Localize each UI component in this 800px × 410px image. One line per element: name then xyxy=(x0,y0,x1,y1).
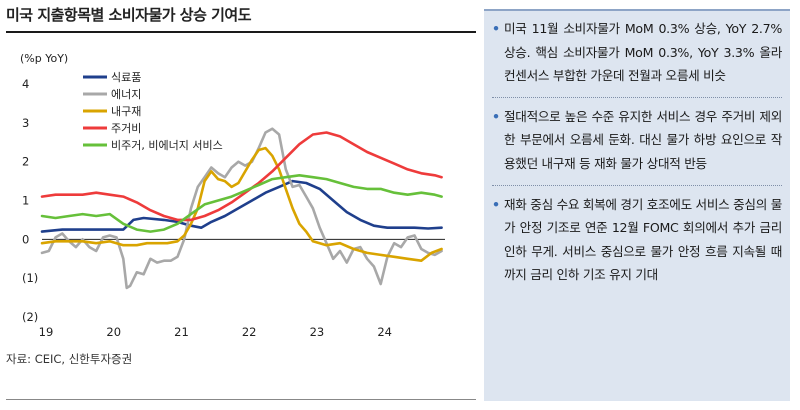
y-tick-label: 3 xyxy=(22,116,29,130)
y-tick-label: (1) xyxy=(22,271,38,285)
title-divider xyxy=(6,31,476,33)
commentary-bullet: • 재화 중심 수요 회복에 경기 호조에도 서비스 중심의 물가 안정 기조로… xyxy=(492,193,782,287)
legend-label: 주거비 xyxy=(111,122,141,135)
series-line xyxy=(40,146,443,262)
y-axis-ticks: 4 3 2 1 0 (1) (2) xyxy=(22,77,38,324)
x-tick-label: 19 xyxy=(39,325,54,339)
bottom-divider xyxy=(6,399,476,400)
y-tick-label: 4 xyxy=(22,77,29,91)
series-lines xyxy=(40,127,443,290)
series-line xyxy=(40,127,443,290)
bullet-dot-icon: • xyxy=(492,21,500,36)
bullet-divider xyxy=(492,96,782,98)
bullet-divider xyxy=(492,184,782,186)
y-tick-label: 2 xyxy=(22,155,29,169)
series-line xyxy=(40,174,443,233)
x-tick-label: 24 xyxy=(377,325,392,339)
legend-label: 내구재 xyxy=(111,105,141,118)
commentary-panel: • 미국 11월 소비자물가 MoM 0.3% 상승, YoY 2.7% 상승.… xyxy=(484,9,790,401)
x-tick-label: 23 xyxy=(310,325,325,339)
x-tick-label: 22 xyxy=(242,325,257,339)
series-line xyxy=(40,131,443,222)
y-tick-label: (2) xyxy=(22,310,38,324)
x-tick-label: 20 xyxy=(106,325,121,339)
bullet-dot-icon: • xyxy=(492,108,500,124)
legend-label: 에너지 xyxy=(111,88,141,101)
series-line xyxy=(40,179,443,233)
commentary-bullet: • 절대적으로 높은 수준 유지한 서비스 경우 주거비 제외한 부문에서 오름… xyxy=(492,105,782,176)
y-axis-unit-label: (%p YoY) xyxy=(20,52,69,65)
commentary-text: 미국 11월 소비자물가 MoM 0.3% 상승, YoY 2.7% 상승. 핵… xyxy=(504,21,782,84)
chart-title: 미국 지출항목별 소비자물가 상승 기여도 xyxy=(6,6,252,24)
commentary-bullet: • 미국 11월 소비자물가 MoM 0.3% 상승, YoY 2.7% 상승.… xyxy=(492,17,782,88)
commentary-text: 재화 중심 수요 회복에 경기 호조에도 서비스 중심의 물가 안정 기조로 연… xyxy=(504,196,782,283)
y-tick-label: 0 xyxy=(22,232,29,246)
commentary-text: 절대적으로 높은 수준 유지한 서비스 경우 주거비 제외한 부문에서 오름세 … xyxy=(504,108,782,171)
legend-label: 비주거, 비에너지 서비스 xyxy=(111,139,223,152)
bullet-dot-icon: • xyxy=(492,196,500,212)
x-tick-label: 21 xyxy=(174,325,189,339)
y-tick-label: 1 xyxy=(22,194,29,208)
x-axis-ticks: 19 20 21 22 23 24 xyxy=(39,325,392,339)
legend-label: 식료품 xyxy=(111,71,141,84)
source-note: 자료: CEIC, 신한투자증권 xyxy=(6,352,133,366)
